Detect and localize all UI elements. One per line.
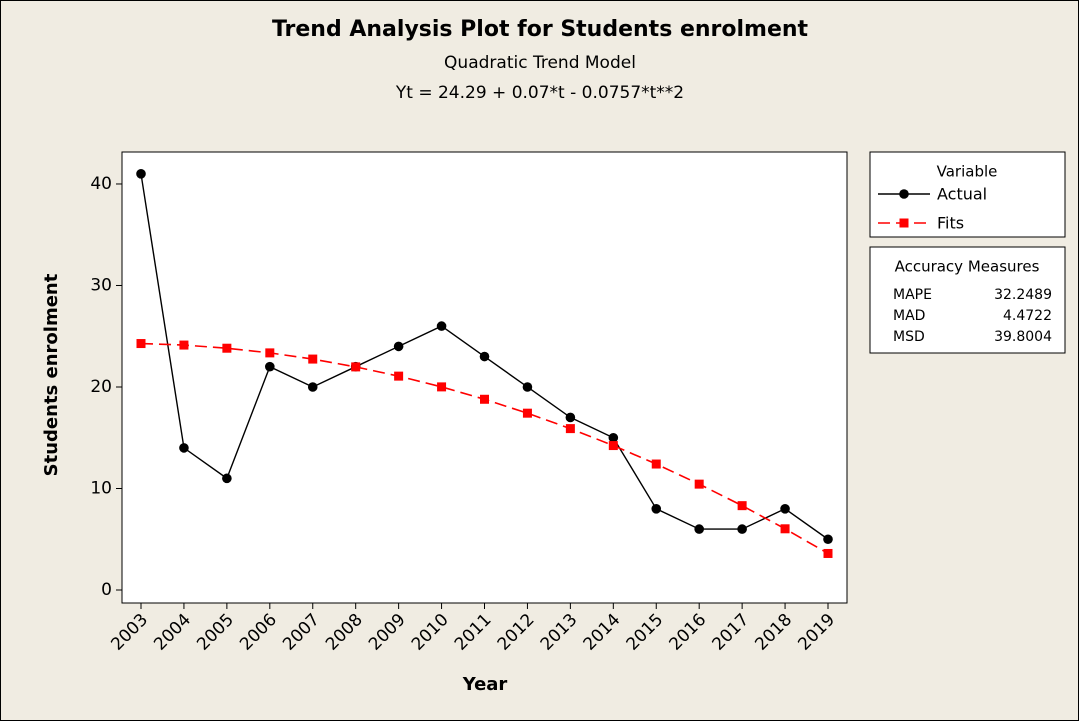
data-point <box>780 524 790 534</box>
x-axis-label: Year <box>462 674 508 695</box>
data-point <box>694 524 704 534</box>
legend-label: Actual <box>937 185 987 204</box>
accuracy-value: 4.4722 <box>1003 308 1052 324</box>
data-point <box>222 473 232 484</box>
data-point <box>393 341 404 352</box>
plot-area <box>121 151 848 604</box>
data-point <box>565 424 575 434</box>
legend-title: Variable <box>937 163 998 181</box>
data-point <box>651 459 661 469</box>
chart-subtitle: Yt = 24.29 + 0.07*t - 0.0757*t**2 <box>395 83 684 103</box>
accuracy-value: 32.2489 <box>994 287 1052 303</box>
data-point <box>651 504 662 514</box>
chart-subtitle: Quadratic Trend Model <box>444 53 636 73</box>
accuracy-box <box>869 246 1066 354</box>
data-point <box>436 321 447 331</box>
data-point <box>265 361 275 372</box>
y-tick-label: 40 <box>90 174 112 194</box>
data-point <box>737 501 747 511</box>
data-point <box>222 343 232 353</box>
data-point <box>351 362 361 372</box>
data-point <box>437 382 447 392</box>
data-point <box>565 412 576 423</box>
y-axis-label: Students enrolment <box>41 273 62 476</box>
legend-marker <box>899 218 909 228</box>
data-point <box>608 432 619 443</box>
data-point <box>394 371 404 381</box>
data-point <box>308 354 318 364</box>
data-point <box>823 534 833 545</box>
accuracy-value: 39.8004 <box>994 329 1052 345</box>
data-point <box>694 479 704 489</box>
data-point <box>179 340 189 350</box>
data-point <box>136 339 146 349</box>
accuracy-name: MAD <box>893 308 925 324</box>
data-point <box>522 408 532 418</box>
legend-label: Fits <box>937 214 964 233</box>
data-point <box>737 524 747 534</box>
accuracy-name: MSD <box>893 329 925 345</box>
data-point <box>136 169 146 179</box>
data-point <box>307 382 318 392</box>
y-tick-label: 30 <box>90 275 112 295</box>
data-point <box>479 351 490 362</box>
data-point <box>179 443 189 453</box>
accuracy-name: MAPE <box>893 287 932 303</box>
data-point <box>780 504 790 514</box>
chart-title: Trend Analysis Plot for Students enrolme… <box>272 17 809 42</box>
data-point <box>823 548 833 558</box>
y-tick-label: 20 <box>90 377 112 397</box>
data-point <box>265 348 275 358</box>
data-point <box>608 441 618 451</box>
data-point <box>480 394 489 404</box>
y-tick-label: 10 <box>90 478 112 498</box>
accuracy-title: Accuracy Measures <box>895 258 1040 276</box>
legend-marker <box>899 189 909 199</box>
y-tick-label: 0 <box>101 580 112 600</box>
data-point <box>522 382 533 392</box>
